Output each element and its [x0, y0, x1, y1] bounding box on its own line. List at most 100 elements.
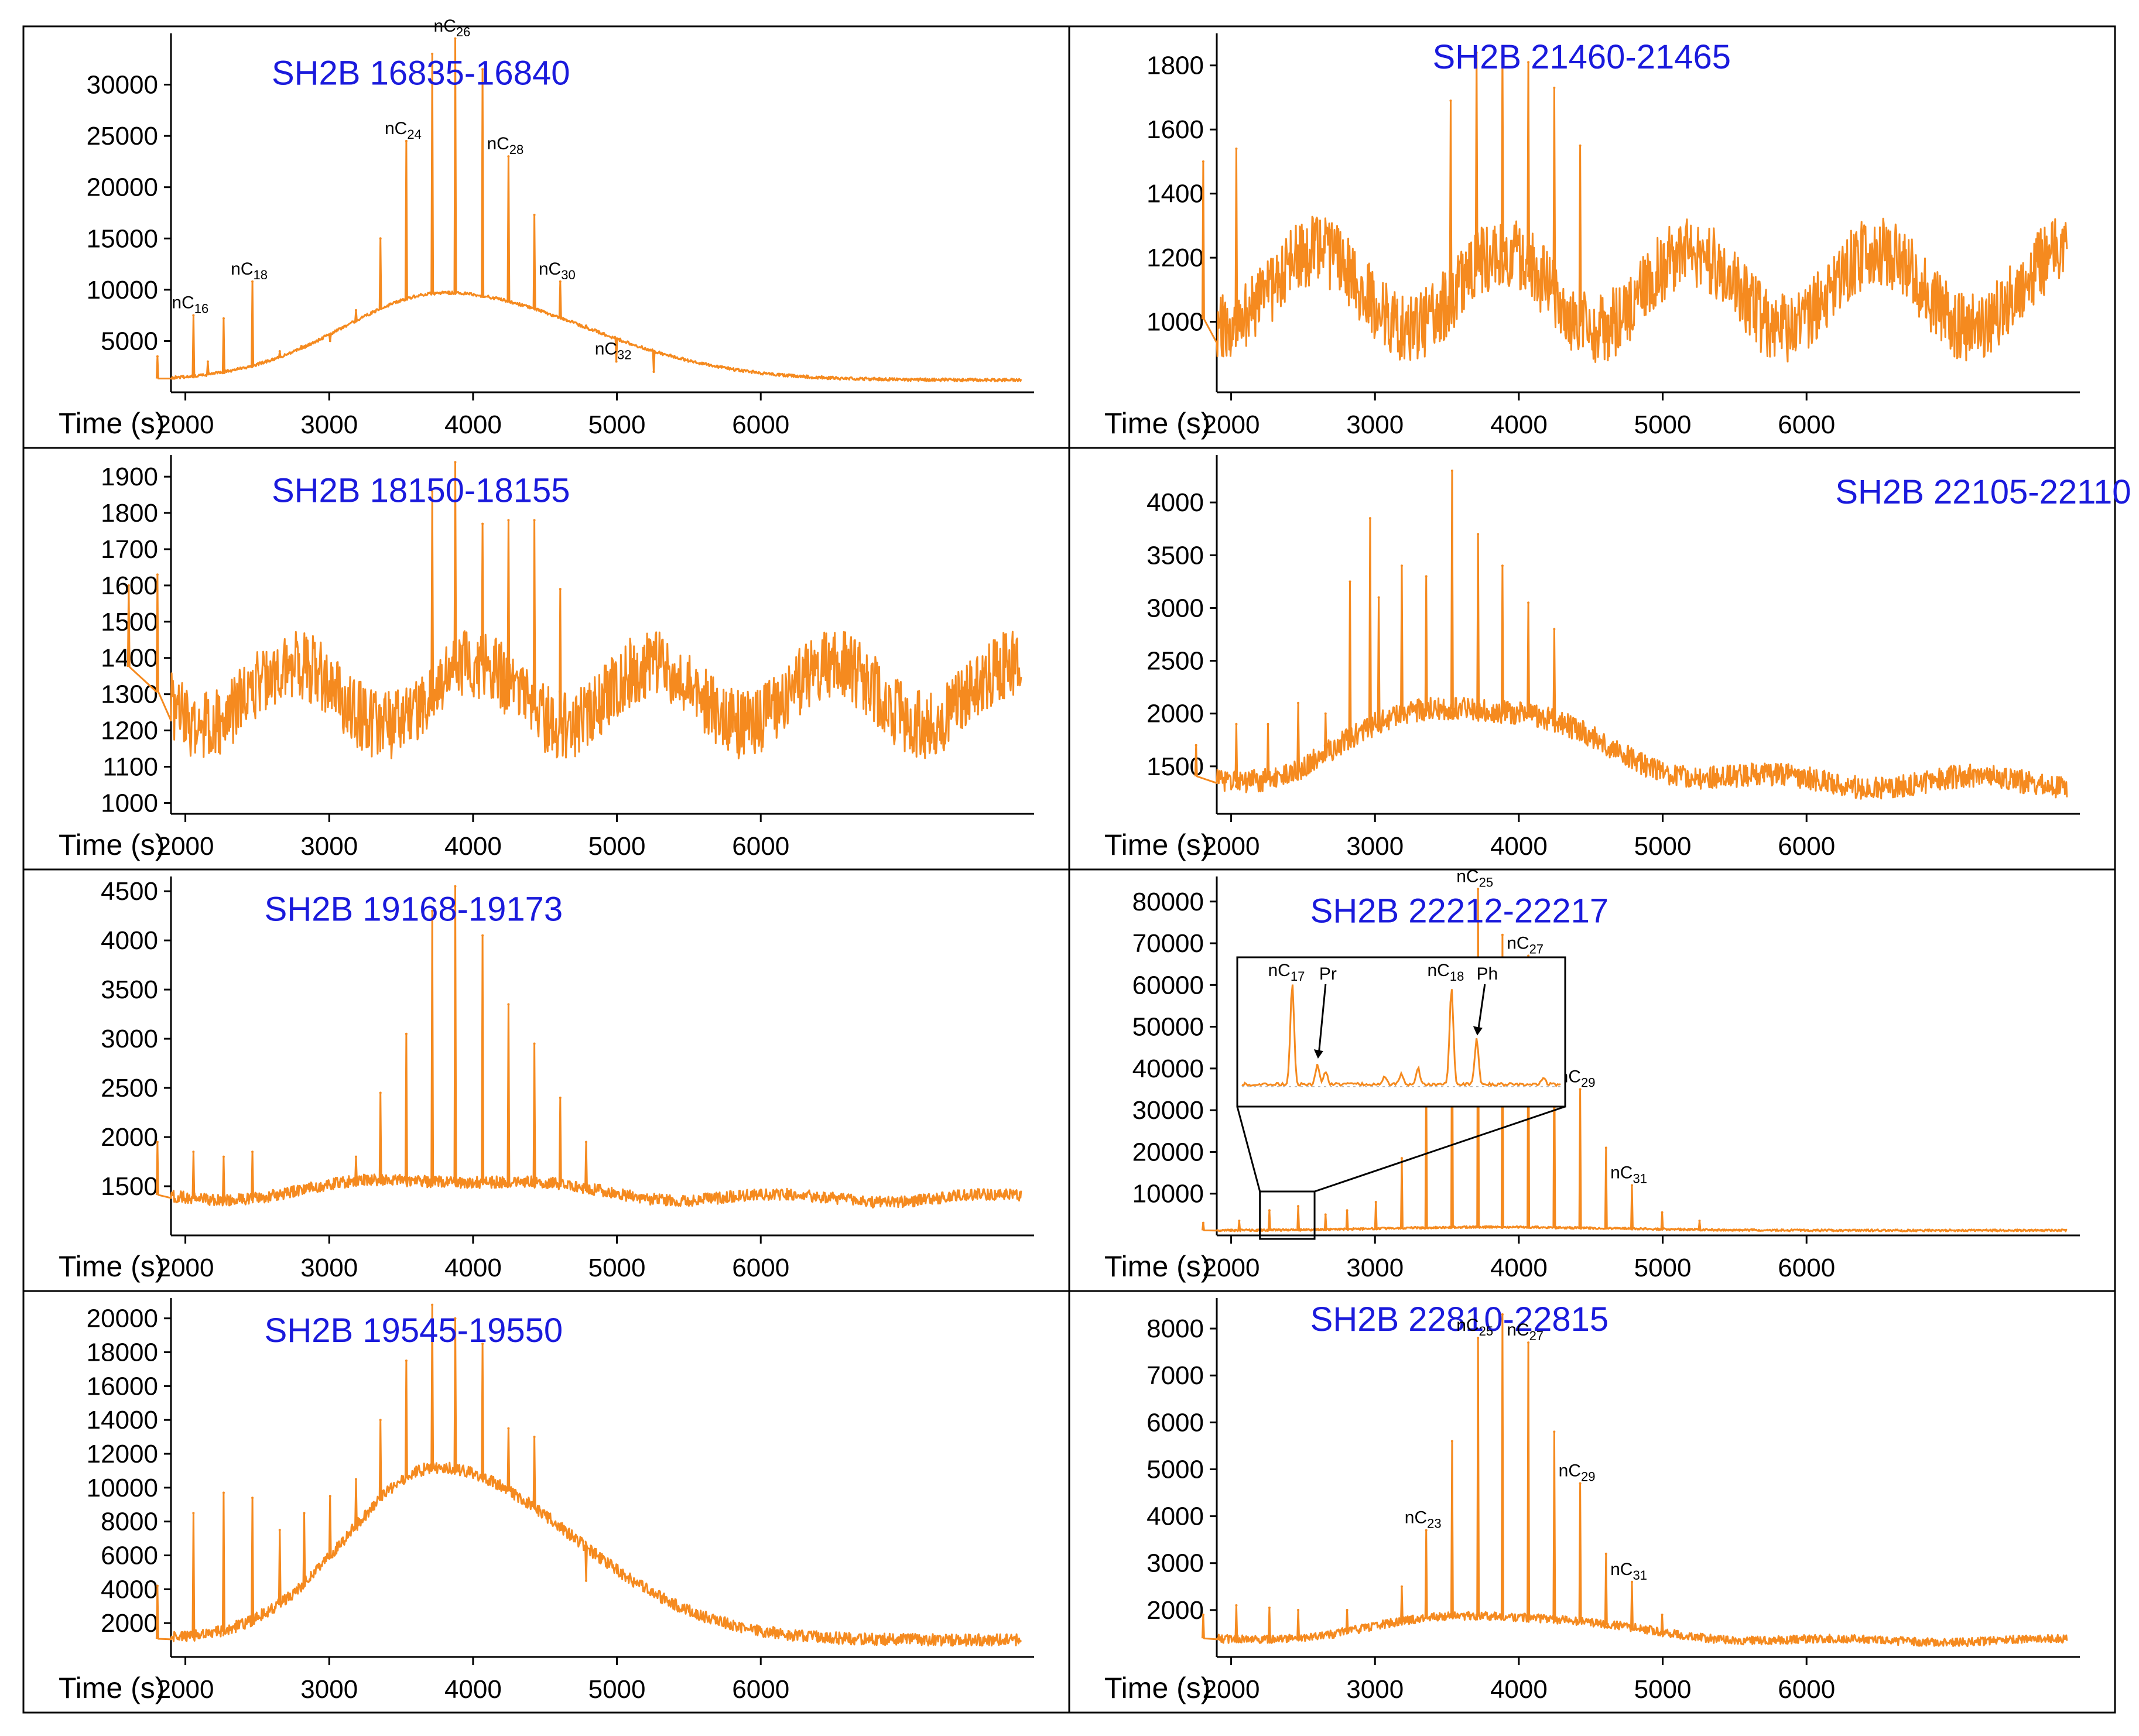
- peak-point: [533, 214, 536, 217]
- x-tick-label: 4000: [444, 832, 502, 861]
- peak-point: [156, 1584, 159, 1587]
- y-tick-label: 80000: [1132, 888, 1204, 916]
- peak-point: [1235, 148, 1238, 150]
- chart-title: SH2B 22810-22815: [1310, 1300, 1609, 1338]
- x-tick-label: 6000: [732, 1675, 789, 1704]
- y-tick-label: 1200: [101, 717, 158, 745]
- x-axis-label: Time (s): [1104, 1250, 1210, 1283]
- y-tick-label: 1700: [101, 535, 158, 564]
- peak-point: [585, 1141, 588, 1143]
- x-tick-label: 6000: [1778, 832, 1835, 861]
- y-tick-label: 1100: [102, 753, 158, 782]
- peak-point: [585, 324, 588, 327]
- peak-annotation: nC25: [1456, 867, 1493, 889]
- series-line: [155, 885, 1022, 1208]
- x-tick-label: 2000: [157, 1254, 214, 1282]
- peak-point: [1374, 1200, 1377, 1203]
- chart-panel-5: 1500 2000 2500 3000 3500 4000 4500 2000 3000 4000…: [59, 876, 1034, 1283]
- peak-point: [1553, 1430, 1556, 1433]
- chart-panel-8: 2000 3000 4000 5000 6000 7000 8000 2000 3000 4000…: [1104, 1298, 2080, 1704]
- peak-point: [481, 522, 484, 525]
- peak-point: [1400, 1157, 1403, 1160]
- peak-point: [1235, 723, 1238, 725]
- peak-annotation: nC29: [1559, 1461, 1596, 1484]
- peak-point: [303, 1512, 306, 1515]
- inset-arrow-head: [1313, 1049, 1323, 1059]
- peak-point: [559, 1529, 562, 1532]
- peak-point: [1527, 601, 1530, 604]
- x-tick-label: 5000: [588, 410, 646, 439]
- peak-point: [1238, 1220, 1241, 1223]
- x-tick-label: 4000: [444, 410, 502, 439]
- peak-point: [1425, 1529, 1428, 1532]
- y-tick-label: 2000: [101, 1609, 158, 1638]
- chart-panel-6: 10000 20000 30000 40000 50000 60000 70000 80000…: [1104, 867, 2080, 1283]
- y-tick-label: 4000: [1146, 488, 1204, 517]
- peak-point: [328, 340, 331, 343]
- peak-point: [481, 1343, 484, 1345]
- y-tick-label: 8000: [1146, 1314, 1204, 1343]
- inset-frame: [1236, 956, 1566, 1108]
- x-tick-label: 4000: [1490, 1254, 1548, 1282]
- peak-point: [454, 37, 457, 40]
- x-tick-label: 4000: [444, 1675, 502, 1704]
- peak-annotation: nC31: [1610, 1560, 1647, 1583]
- peak-point: [1527, 954, 1530, 957]
- peak-point: [1661, 1211, 1664, 1214]
- peak-point: [615, 360, 618, 363]
- peak-point: [481, 68, 484, 71]
- x-tick-label: 3000: [1346, 410, 1404, 439]
- peak-point: [222, 1155, 225, 1158]
- peak-point: [222, 317, 225, 320]
- peak-point: [454, 461, 457, 464]
- y-tick-label: 4000: [1146, 1502, 1204, 1531]
- peak-point: [507, 1427, 510, 1430]
- x-tick-label: 2000: [157, 832, 214, 861]
- y-tick-label: 1500: [1146, 752, 1204, 781]
- peak-point: [1579, 144, 1582, 147]
- peak-annotation: nC23: [1405, 1508, 1442, 1531]
- peak-point: [1297, 1205, 1300, 1208]
- peak-point: [405, 139, 408, 142]
- peak-point: [1450, 470, 1453, 472]
- peak-point: [533, 1436, 536, 1439]
- zoom-connector: [1314, 1105, 1566, 1193]
- chart-panel-3: 1000110012001300140015001600170018001900…: [59, 455, 1034, 861]
- peak-point: [278, 350, 281, 352]
- x-tick-label: 2000: [1203, 410, 1260, 439]
- inset-annotation: Ph: [1476, 964, 1498, 984]
- x-tick-label: 6000: [732, 410, 789, 439]
- x-axis-label: Time (s): [1104, 828, 1210, 861]
- peak-point: [405, 1032, 408, 1035]
- x-tick-label: 2000: [1203, 1675, 1260, 1704]
- y-tick-label: 8000: [101, 1508, 158, 1536]
- peak-point: [1202, 1613, 1204, 1616]
- y-tick-label: 4500: [101, 877, 158, 906]
- x-tick-label: 3000: [300, 410, 358, 439]
- y-tick-label: 6000: [1146, 1408, 1204, 1437]
- y-tick-label: 15000: [87, 224, 158, 253]
- x-tick-label: 5000: [588, 1675, 646, 1704]
- peak-point: [1631, 1580, 1634, 1583]
- x-tick-label: 5000: [588, 832, 646, 861]
- x-tick-label: 5000: [1634, 1675, 1692, 1704]
- y-tick-label: 3000: [1146, 1549, 1204, 1578]
- y-tick-label: 30000: [1132, 1096, 1204, 1125]
- x-tick-label: 5000: [1634, 1254, 1692, 1282]
- peak-point: [1400, 564, 1403, 567]
- x-tick-label: 3000: [300, 832, 358, 861]
- peak-point: [1268, 1606, 1271, 1609]
- y-tick-label: 25000: [87, 122, 158, 150]
- x-axis-label: Time (s): [59, 1672, 165, 1704]
- peak-point: [1346, 1209, 1349, 1212]
- chart-title: SH2B 19168-19173: [265, 891, 563, 929]
- x-axis-label: Time (s): [59, 828, 165, 861]
- inset-arrow: [1477, 984, 1486, 1033]
- y-tick-label: 3500: [1146, 541, 1204, 570]
- y-tick-label: 5000: [1146, 1455, 1204, 1484]
- chart-title: SH2B 18150-18155: [272, 471, 570, 509]
- chart-panel-4: 1500 2000 2500 3000 3500 4000 2000 3000 4000 5000…: [1104, 455, 2131, 861]
- peak-point: [1195, 744, 1197, 747]
- peak-point: [1579, 1482, 1582, 1485]
- peak-point: [379, 1419, 382, 1422]
